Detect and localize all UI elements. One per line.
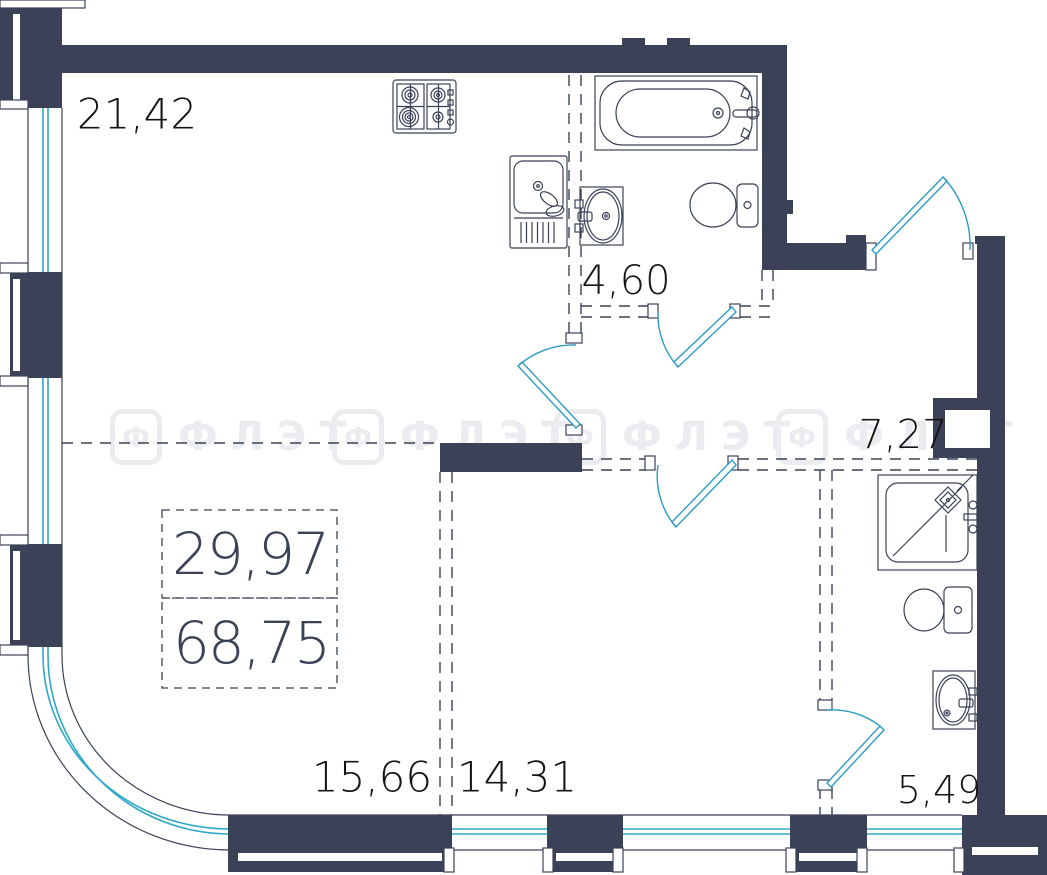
kitchen-door [517,344,581,430]
bathroom-door [657,305,737,369]
entrance-door [871,176,971,255]
watermark-logo-icon: Ф [110,409,162,465]
washbasin-2-icon [932,670,978,730]
area-label-kitchen-living: 21,42 [76,89,198,139]
wall-slots [13,14,1038,861]
area-label-hallway: 7,27 [858,412,948,458]
gas-stove-icon [392,79,457,134]
watermark-logo-icon: Ф [776,409,828,465]
washbasin-icon [574,186,624,246]
window-frames [27,108,962,851]
watermark-text: ФЛЭТ [178,414,360,460]
door-jambs [565,242,974,791]
area-label-bathroom: 4,60 [581,258,671,304]
facade-ledges [0,0,965,873]
area-label-room-left: 15,66 [311,752,433,802]
toilet-icon [689,182,759,228]
area-label-shower-room: 5,49 [896,768,982,812]
area-label-total: 68,75 [172,609,331,677]
watermark-logo-icon: Ф [332,409,384,465]
area-label-room-right: 14,31 [456,752,578,802]
door-swings [517,176,971,789]
shower-icon [877,474,978,571]
hall-door [656,458,737,529]
watermark: Ф ФЛЭТ [554,409,804,465]
shower-room-door [826,709,885,789]
exterior-walls [0,8,1047,875]
partition-walls-dashed [62,75,977,815]
bathtub-icon [594,75,760,151]
area-label-zone: 29,97 [171,520,330,588]
fixtures [392,75,978,730]
area-annotation-boxes [161,509,338,689]
watermark-text: ФЛЭТ [622,414,804,460]
kitchen-sink-icon [509,155,568,249]
watermark: Ф ФЛЭТ [110,409,360,465]
toilet-2-icon [903,586,973,634]
